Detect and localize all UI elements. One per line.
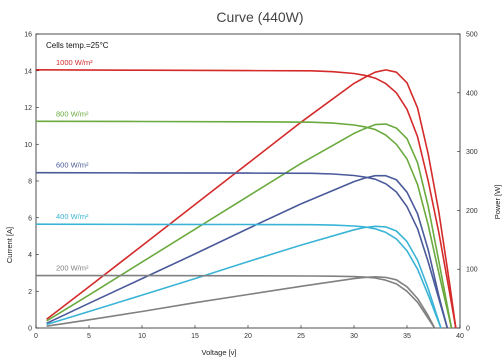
left-y-tick-label: 4 xyxy=(28,252,32,259)
current-curve-0 xyxy=(35,69,457,329)
x-tick-label: 40 xyxy=(456,333,464,340)
left-y-tick-label: 14 xyxy=(24,68,32,75)
power-curve-3 xyxy=(46,225,442,329)
left-y-tick-label: 0 xyxy=(28,326,32,333)
left-y-tick-label: 10 xyxy=(24,142,32,149)
power-curve-1 xyxy=(46,123,453,329)
current-curve-4 xyxy=(36,274,436,329)
left-y-tick-label: 6 xyxy=(28,215,32,222)
x-axis-label: Voltage [v] xyxy=(201,348,236,357)
series-label: 1000 W/m² xyxy=(56,58,93,67)
x-axis-ticks: 0 5 10 15 20 25 30 35 40 xyxy=(34,325,464,340)
left-y-tick-label: 16 xyxy=(24,32,32,39)
series-label: 800 W/m² xyxy=(56,109,89,118)
x-tick-label: 15 xyxy=(191,333,199,340)
right-y-tick-label: 0 xyxy=(466,326,470,333)
x-tick-label: 10 xyxy=(138,333,146,340)
current-curve-3 xyxy=(35,223,442,329)
right-y-tick-label: 200 xyxy=(466,208,478,215)
right-y-tick-label: 300 xyxy=(466,149,478,156)
x-tick-label: 5 xyxy=(87,333,91,340)
series-layer: 1000 W/m² 800 W/m² 600 W/m² 400 W/m² 200 W/m… xyxy=(35,58,457,329)
left-y-tick-label: 12 xyxy=(24,105,32,112)
left-y-tick-label: 2 xyxy=(28,289,32,296)
right-y-axis-label: Power [W] xyxy=(493,185,502,220)
cell-temperature-note: Cells temp.=25°C xyxy=(46,41,109,50)
left-y-axis-ticks: 0 2 4 6 8 10 12 14 16 xyxy=(24,32,39,333)
x-tick-label: 0 xyxy=(34,333,38,340)
right-y-tick-label: 500 xyxy=(466,32,478,39)
right-y-tick-label: 400 xyxy=(466,90,478,97)
series-label: 200 W/m² xyxy=(56,264,89,273)
x-tick-label: 35 xyxy=(403,333,411,340)
power-curve-4 xyxy=(46,275,436,329)
x-tick-label: 20 xyxy=(244,333,252,340)
x-tick-label: 25 xyxy=(297,333,305,340)
left-y-axis-label: Current [A] xyxy=(5,227,14,263)
power-curve-2 xyxy=(46,174,449,329)
right-y-axis-ticks: 0 100 200 300 400 500 xyxy=(457,32,478,333)
power-curve-0 xyxy=(46,69,457,329)
left-y-tick-label: 8 xyxy=(28,179,32,186)
chart-title: Curve (440W) xyxy=(216,9,303,25)
current-curve-1 xyxy=(35,120,453,329)
right-y-tick-label: 100 xyxy=(466,267,478,274)
series-label: 600 W/m² xyxy=(56,161,89,170)
x-tick-label: 30 xyxy=(350,333,358,340)
series-label: 400 W/m² xyxy=(56,212,89,221)
current-curve-2 xyxy=(35,171,449,329)
